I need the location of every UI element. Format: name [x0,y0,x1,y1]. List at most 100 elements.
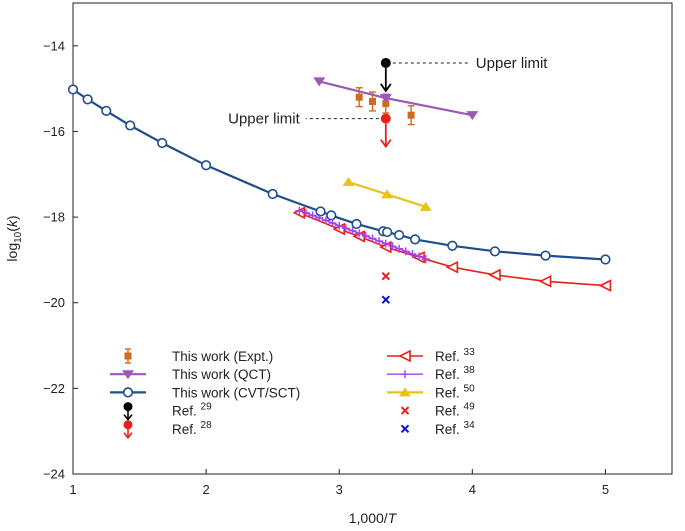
data-point [157,137,168,149]
data-point [267,188,278,200]
x-tick-label: 4 [469,482,476,497]
data-point [381,271,391,281]
legend-label: This work (QCT) [172,367,271,382]
limit-dot [380,57,391,68]
legend-item: Ref. 34 [400,420,475,437]
data-point [447,240,458,251]
data-point [488,268,501,282]
data-point [380,57,392,93]
data-point [401,247,410,256]
legend-marker [122,370,134,380]
annotation-label: Upper limit [228,111,301,128]
legend-label: Ref. 50 [435,383,475,400]
legend-marker [399,387,411,397]
upper-limit-annotation: Upper limit [228,111,379,128]
legend-item: Ref. 50 [387,383,475,400]
y-tick-label: −20 [43,295,65,310]
x-stroke-b [400,406,410,415]
legend-label: This work (Expt.) [172,349,273,364]
upper-limit-annotation: Upper limit [392,55,548,72]
series-ref-49 [381,271,391,281]
legend-marker [401,370,409,379]
data-point [301,208,310,217]
data-point [381,295,391,304]
data-point [381,239,390,248]
series-line [72,88,606,261]
data-point [361,231,370,240]
series-ref-28 [380,113,392,149]
data-point [409,234,421,245]
data-point [375,237,384,246]
data-point [342,176,355,186]
data-point [315,206,326,217]
data-point [201,160,212,171]
legend-label: Ref. 34 [435,420,475,437]
data-point [101,105,112,117]
expt-marker [355,93,363,101]
y-tick-label: −14 [43,38,65,53]
expt-marker [369,97,376,105]
data-point [335,221,344,230]
data-point [388,242,397,251]
series-ref-38 [295,206,430,264]
expt-marker [407,111,415,119]
data-point [315,213,324,222]
data-point [295,206,304,215]
x-stroke-b [381,295,391,304]
data-point [538,275,552,288]
x-axis-ticks: 1 2 3 4 5 [69,469,609,497]
legend-label: Ref. 29 [172,402,212,419]
limit-arrow-head [380,83,392,93]
series-ref-29 [380,57,392,93]
data-point [408,249,417,258]
series-layer [67,57,612,304]
data-point [67,84,79,95]
data-point [540,250,551,261]
data-point [600,254,611,265]
expt-marker [382,100,390,108]
data-point [348,226,357,235]
x-stroke-b [400,424,410,434]
series-ref-50 [342,176,432,211]
data-point [419,201,432,211]
legend-arrow-head [123,414,133,421]
data-point [313,77,326,87]
legend-item: This work (CVT/SCT) [110,385,300,400]
legend-item: Ref. 29 [123,402,212,421]
data-point [326,210,337,221]
x-axis-title: 1,000/T [349,510,398,526]
legend-label: Ref. 33 [435,347,475,364]
data-point [445,260,459,274]
x-tick-label: 1 [69,482,76,497]
data-point [355,229,364,238]
legend-label: Ref. 28 [172,420,212,437]
plot-frame [72,2,673,475]
data-point [328,219,337,228]
series-this-work-qct- [313,77,479,121]
legend-item: Ref. 38 [387,365,475,382]
data-point [341,224,350,233]
data-point [421,255,430,264]
y-axis-ticks: −24 −22 −20 −18 −16 −14 [43,38,78,482]
legend-dot [123,402,133,412]
series-ref-34 [381,295,391,304]
series-this-work-cvt-sct- [67,84,611,265]
x-stroke-b [381,271,391,281]
data-point [368,234,377,243]
x-tick-label: 5 [602,482,609,497]
data-point [489,246,501,257]
legend-marker [400,424,410,434]
data-point [466,111,479,121]
legend-marker [400,406,410,415]
legend-dot [123,420,133,430]
data-point [415,252,424,261]
legend-arrow-head [123,432,133,440]
legend-item: This work (Expt.) [124,348,273,364]
legend-marker [122,387,134,398]
data-point [321,216,330,225]
data-point [351,218,362,230]
legend-marker [124,352,132,360]
legend-label: Ref. 49 [435,402,475,419]
data-point [82,94,93,105]
